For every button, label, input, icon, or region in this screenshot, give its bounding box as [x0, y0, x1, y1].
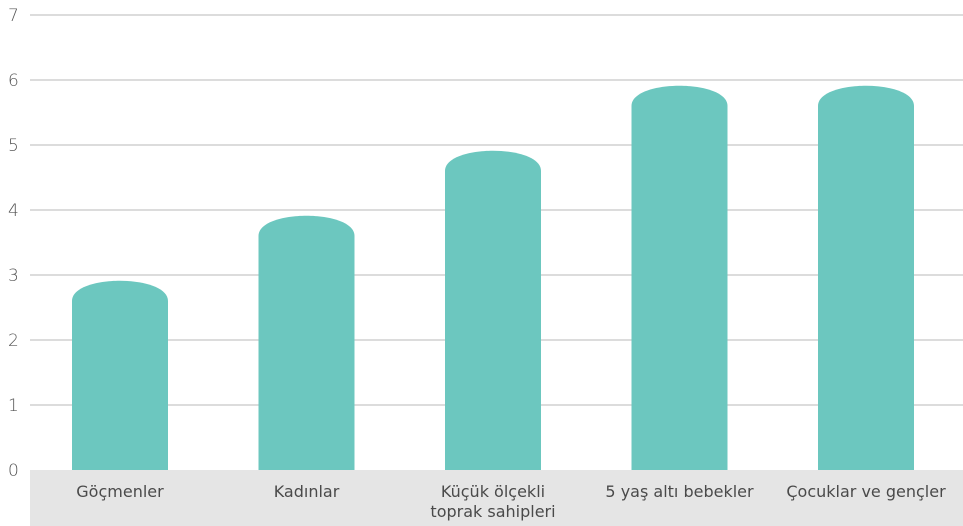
y-tick-label: 3	[8, 266, 19, 286]
bar	[818, 85, 914, 470]
y-tick-label: 0	[8, 461, 19, 481]
bar	[445, 150, 541, 470]
y-tick-label: 5	[8, 136, 19, 156]
bar	[631, 85, 728, 470]
x-category-label: Küçük ölçekli toprak sahipleri	[430, 482, 555, 521]
x-category-label: Göçmenler	[76, 482, 164, 501]
bars	[72, 85, 914, 470]
x-category-label-line: Küçük ölçekli	[441, 482, 545, 501]
bar	[258, 215, 355, 470]
x-category-label-line: Çocuklar ve gençler	[786, 482, 946, 501]
x-category-label: Kadınlar	[274, 482, 340, 501]
x-category-label-line: Göçmenler	[76, 482, 164, 501]
x-category-label-line: 5 yaş altı bebekler	[605, 482, 754, 501]
x-category-label-line: Kadınlar	[274, 482, 340, 501]
x-axis-band	[30, 470, 963, 526]
y-tick-label: 2	[8, 331, 19, 351]
y-tick-label: 7	[8, 6, 19, 26]
x-axis-labels: Göçmenler Kadınlar Küçük ölçekli toprak sah…	[76, 482, 946, 521]
y-tick-label: 4	[8, 201, 19, 221]
y-axis-ticks: 0 1 2 3 4 5 6 7	[8, 6, 19, 481]
y-tick-label: 1	[8, 396, 19, 416]
x-category-label: Çocuklar ve gençler	[786, 482, 946, 501]
x-category-label: 5 yaş altı bebekler	[605, 482, 754, 501]
y-tick-label: 6	[8, 71, 19, 91]
bar	[72, 280, 168, 470]
x-category-label-line: toprak sahipleri	[430, 502, 555, 521]
